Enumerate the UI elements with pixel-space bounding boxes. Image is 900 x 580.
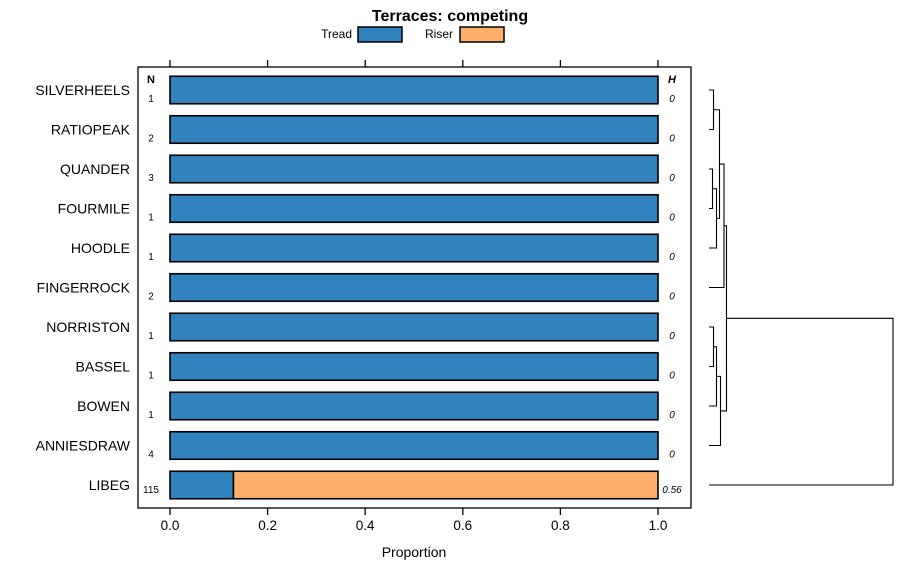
n-column-header: N [147,74,155,86]
row-label: ANNIESDRAW [36,438,131,454]
legend-label-tread: Tread [321,27,352,41]
x-tick-label: 0.8 [551,518,570,533]
bar-segment-riser [232,470,659,500]
row-label: FINGERROCK [37,280,131,296]
bar-segment-tread [169,154,659,184]
row-label: SILVERHEELS [35,82,130,98]
n-value: 1 [148,371,154,382]
dendrogram-branch [709,326,715,368]
n-value: 1 [148,94,154,105]
chart-title: Terraces: competing [372,8,528,25]
x-tick-label: 0.4 [356,518,375,533]
dendrogram-branch [709,346,718,407]
h-column-header: H [668,74,677,86]
dendrogram-branch [709,168,714,210]
bar-segment-tread [169,470,235,500]
h-value: 0 [669,213,675,224]
n-value: 2 [148,134,154,145]
bar-segment-tread [169,75,659,105]
n-value: 2 [148,292,154,303]
h-value: 0 [669,173,675,184]
bar-segment-tread [169,272,659,303]
n-value: 1 [148,213,154,224]
bar-segment-tread [169,114,659,145]
h-value: 0 [669,410,675,421]
h-value: 0.56 [662,485,682,496]
bar-segment-tread [169,391,659,421]
row-label: BASSEL [76,359,131,375]
bar-segment-tread [169,312,659,342]
x-axis-label: Proportion [382,544,447,560]
h-value: 0 [669,292,675,303]
legend: Tread Riser [321,26,505,43]
n-value: 4 [148,450,154,461]
legend-swatch-tread [357,26,403,43]
plot-box [137,66,692,509]
x-tick-label: 0.2 [258,518,277,533]
bar-segment-tread [169,430,659,461]
h-value: 0 [669,450,675,461]
row-label: QUANDER [60,161,130,177]
x-tick-label: 0.6 [453,518,472,533]
row-label: RATIOPEAK [51,122,131,138]
row-label: FOURMILE [58,201,130,217]
row-label: NORRISTON [46,319,130,335]
bar-plot-area: 0.0 0.2 0.4 0.6 0.8 1.0 SILVERHEELS 1 0 RATIOPEAK… [35,60,692,533]
x-tick-label: 0.0 [161,518,180,533]
n-value: 1 [148,252,154,263]
h-value: 0 [669,371,675,382]
bar-segment-tread [169,233,659,263]
row-label: HOODLE [71,240,130,256]
dendrogram-branch [709,375,722,447]
h-value: 0 [669,252,675,263]
dendrogram-branch [709,317,894,486]
n-value: 1 [148,410,154,421]
h-value: 0 [669,331,675,342]
h-value: 0 [669,94,675,105]
legend-label-riser: Riser [425,27,453,41]
n-value: 3 [148,173,154,184]
row-label: BOWEN [77,398,130,414]
bar-segment-tread [169,351,659,382]
row-label: LIBEG [89,477,130,493]
h-value: 0 [669,134,675,145]
n-value: 1 [148,331,154,342]
n-value: 115 [143,485,159,496]
dendrogram [709,89,894,486]
bar-segment-tread [169,193,659,224]
x-tick-label: 1.0 [649,518,668,533]
legend-swatch-riser [459,26,505,43]
dendrogram-branch [709,89,715,131]
